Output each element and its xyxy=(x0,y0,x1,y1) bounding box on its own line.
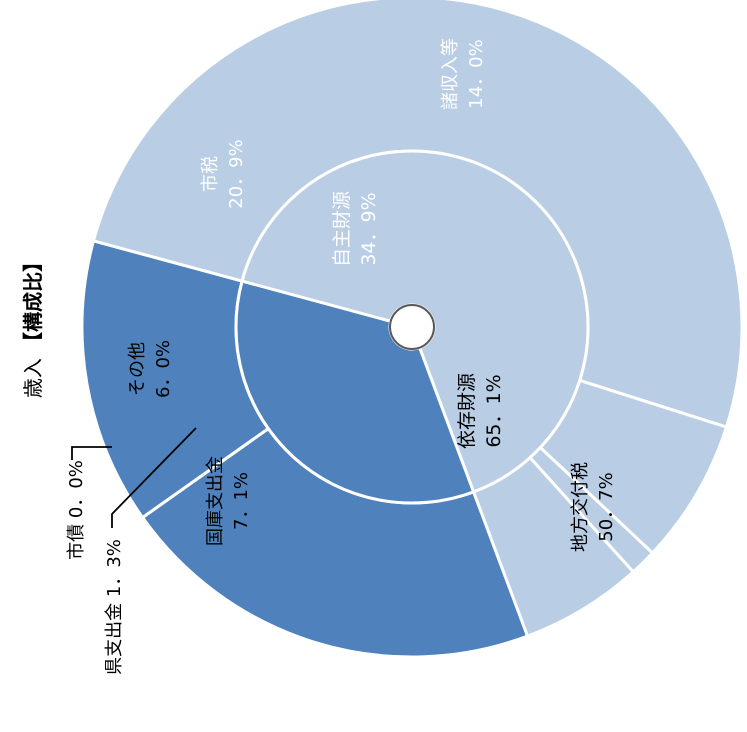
chart-title-text: 歳入 【構成比】 xyxy=(21,252,45,398)
label-name-outer-6: その他 xyxy=(127,342,148,396)
label-name-inner-1: 依存財源 xyxy=(456,373,478,449)
chart-title-main: 歳入 xyxy=(21,352,45,398)
label-outer-2: 地方交付税 50．7% xyxy=(570,462,617,552)
chart-title: 歳入 【構成比】 xyxy=(21,252,45,398)
label-name-inner-0: 自主財源 xyxy=(331,191,353,267)
center-hole xyxy=(389,304,435,350)
label-value-outer-3: 7．1% xyxy=(231,472,252,530)
label-value-inner-0: 34．9% xyxy=(358,192,380,265)
label-name-outer-1: 諸収入等 xyxy=(440,38,461,110)
label-name-outer-2: 地方交付税 xyxy=(570,462,591,552)
label-outer-0: 市税 20．9% xyxy=(200,139,247,208)
label-name-outer-3: 国庫支出金 xyxy=(205,456,226,546)
callout-text-1: 県支出金 1．3% xyxy=(104,539,125,675)
label-value-outer-2: 50．7% xyxy=(596,472,617,541)
label-value-outer-6: 6．0% xyxy=(153,340,174,398)
callout-line-1 xyxy=(111,427,197,528)
label-outer-1: 諸収入等 14．0% xyxy=(440,38,487,110)
label-value-inner-1: 65．1% xyxy=(483,374,505,447)
callout-label-0: 市債 0．0% xyxy=(66,460,87,560)
chart-title-bracket: 【構成比】 xyxy=(21,252,45,352)
label-outer-3: 国庫支出金 7．1% xyxy=(205,456,252,546)
callout-label-1: 県支出金 1．3% xyxy=(104,539,125,675)
label-name-outer-0: 市税 xyxy=(200,156,221,192)
label-inner-1: 依存財源 65．1% xyxy=(456,373,505,449)
callout-line-0 xyxy=(71,446,112,460)
label-outer-6: その他 6．0% xyxy=(127,340,174,398)
label-value-outer-0: 20．9% xyxy=(226,139,247,208)
callout-text-0: 市債 0．0% xyxy=(66,460,87,560)
label-inner-0: 自主財源 34．9% xyxy=(331,191,380,267)
label-value-outer-1: 14．0% xyxy=(466,39,487,108)
